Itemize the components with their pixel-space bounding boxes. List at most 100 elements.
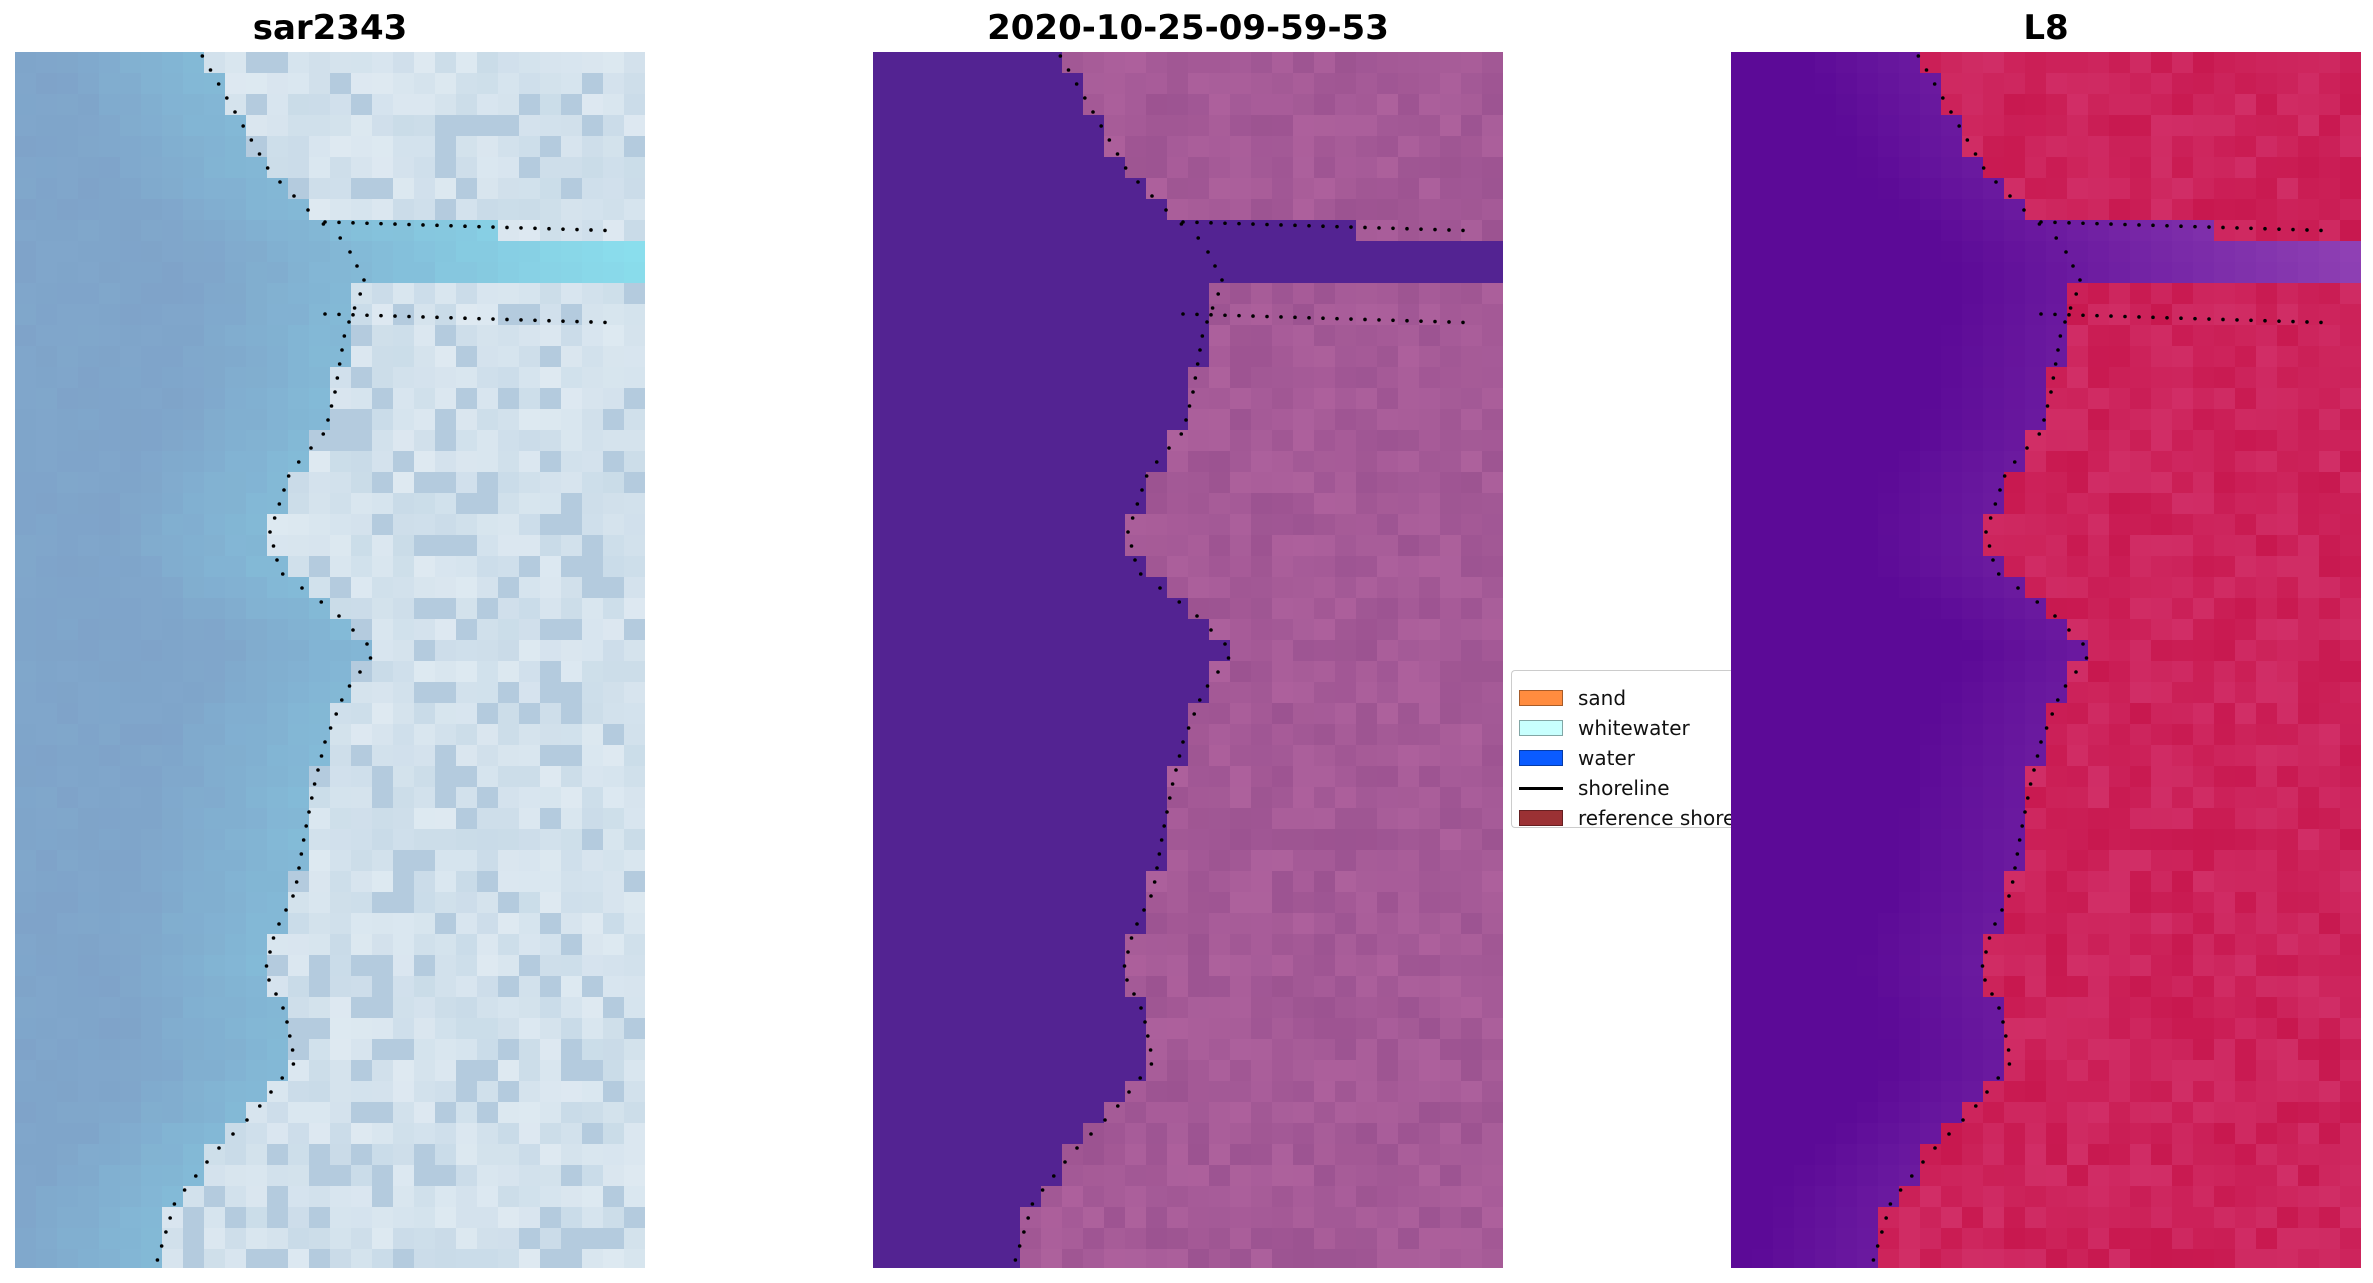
raster-cell: [1461, 1123, 1483, 1145]
raster-cell: [2298, 808, 2320, 830]
raster-cell: [183, 220, 205, 242]
raster-cell: [246, 73, 268, 95]
raster-cell: [414, 1018, 436, 1040]
raster-cell: [1815, 346, 1837, 368]
raster-cell: [456, 94, 478, 116]
raster-cell: [2172, 199, 2194, 221]
raster-cell: [1251, 724, 1273, 746]
raster-cell: [330, 661, 352, 683]
raster-cell: [1230, 514, 1252, 536]
raster-cell: [2088, 493, 2110, 515]
raster-cell: [2109, 430, 2131, 452]
raster-cell: [36, 1249, 58, 1268]
raster-cell: [162, 157, 184, 179]
raster-cell: [1188, 1060, 1210, 1082]
raster-cell: [99, 1249, 121, 1268]
raster-cell: [498, 682, 520, 704]
raster-cell: [2151, 640, 2173, 662]
raster-cell: [603, 1165, 625, 1187]
raster-cell: [225, 556, 247, 578]
raster-cell: [1419, 94, 1441, 116]
raster-cell: [456, 136, 478, 158]
raster-cell: [1230, 283, 1252, 305]
raster-cell: [1188, 178, 1210, 200]
raster-cell: [1251, 661, 1273, 683]
raster-cell: [1272, 850, 1294, 872]
raster-cell: [540, 1165, 562, 1187]
raster-cell: [267, 829, 289, 851]
raster-cell: [1440, 220, 1462, 242]
raster-cell: [1167, 829, 1189, 851]
shoreline-dot: [281, 1006, 285, 1010]
raster-cell: [1899, 367, 1921, 389]
raster-cell: [183, 724, 205, 746]
raster-cell: [288, 808, 310, 830]
raster-cell: [1356, 388, 1378, 410]
raster-cell: [1731, 304, 1753, 326]
raster-cell: [2256, 892, 2278, 914]
raster-cell: [1020, 955, 1042, 977]
raster-cell: [1125, 1123, 1147, 1145]
raster-cell: [246, 136, 268, 158]
raster-cell: [15, 598, 37, 620]
raster-cell: [1209, 619, 1231, 641]
raster-cell: [267, 346, 289, 368]
raster-cell: [1857, 682, 1879, 704]
raster-cell: [1857, 388, 1879, 410]
raster-cell: [1083, 304, 1105, 326]
raster-cell: [2172, 409, 2194, 431]
raster-cell: [603, 1102, 625, 1124]
raster-cell: [1335, 409, 1357, 431]
raster-cell: [1167, 346, 1189, 368]
raster-cell: [2319, 157, 2341, 179]
raster-cell: [1419, 430, 1441, 452]
raster-cell: [2046, 892, 2068, 914]
raster-cell: [1020, 682, 1042, 704]
raster-cell: [1398, 346, 1420, 368]
raster-cell: [957, 1165, 979, 1187]
raster-cell: [372, 514, 394, 536]
raster-cell: [1461, 955, 1483, 977]
raster-cell: [915, 745, 937, 767]
raster-cell: [1398, 1165, 1420, 1187]
raster-cell: [1941, 829, 1963, 851]
raster-cell: [1752, 703, 1774, 725]
raster-cell: [1062, 997, 1084, 1019]
raster-cell: [120, 451, 142, 473]
raster-cell: [1167, 976, 1189, 998]
raster-cell: [873, 640, 895, 662]
raster-cell: [1041, 388, 1063, 410]
raster-cell: [2235, 829, 2257, 851]
raster-cell: [120, 1123, 142, 1145]
raster-cell: [225, 745, 247, 767]
raster-cell: [456, 1144, 478, 1166]
raster-cell: [582, 724, 604, 746]
raster-cell: [1836, 787, 1858, 809]
raster-cell: [1104, 304, 1126, 326]
raster-cell: [1041, 451, 1063, 473]
raster-cell: [36, 703, 58, 725]
raster-cell: [1440, 829, 1462, 851]
raster-cell: [435, 388, 457, 410]
raster-cell: [2214, 94, 2236, 116]
raster-cell: [15, 115, 37, 137]
raster-cell: [1272, 1018, 1294, 1040]
raster-cell: [1146, 472, 1168, 494]
raster-cell: [78, 934, 100, 956]
raster-cell: [1104, 976, 1126, 998]
raster-cell: [936, 1207, 958, 1229]
raster-cell: [1857, 199, 1879, 221]
raster-cell: [1083, 493, 1105, 515]
raster-cell: [162, 1144, 184, 1166]
raster-cell: [498, 157, 520, 179]
raster-cell: [1794, 703, 1816, 725]
raster-cell: [1146, 493, 1168, 515]
raster-cell: [1104, 1165, 1126, 1187]
raster-cell: [1794, 535, 1816, 557]
raster-cell: [1041, 220, 1063, 242]
raster-cell: [141, 367, 163, 389]
raster-cell: [330, 241, 352, 263]
raster-cell: [78, 703, 100, 725]
raster-cell: [1146, 1165, 1168, 1187]
raster-cell: [120, 283, 142, 305]
